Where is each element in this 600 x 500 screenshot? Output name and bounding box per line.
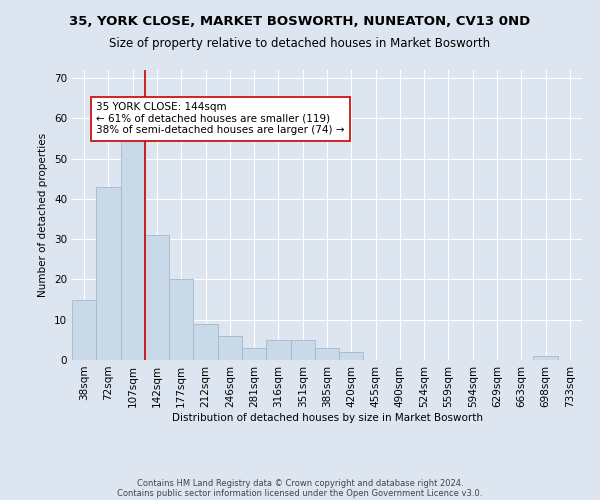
Bar — [533, 356, 558, 360]
Y-axis label: Number of detached properties: Number of detached properties — [38, 133, 49, 297]
Bar — [96, 187, 121, 360]
Text: 35, YORK CLOSE, MARKET BOSWORTH, NUNEATON, CV13 0ND: 35, YORK CLOSE, MARKET BOSWORTH, NUNEATO… — [70, 15, 530, 28]
Bar — [315, 348, 339, 360]
Bar — [169, 280, 193, 360]
Bar — [266, 340, 290, 360]
Bar — [193, 324, 218, 360]
Bar — [121, 126, 145, 360]
Bar — [145, 235, 169, 360]
Bar — [218, 336, 242, 360]
Bar — [290, 340, 315, 360]
Bar — [242, 348, 266, 360]
Text: 35 YORK CLOSE: 144sqm
← 61% of detached houses are smaller (119)
38% of semi-det: 35 YORK CLOSE: 144sqm ← 61% of detached … — [96, 102, 345, 136]
X-axis label: Distribution of detached houses by size in Market Bosworth: Distribution of detached houses by size … — [172, 412, 482, 422]
Text: Size of property relative to detached houses in Market Bosworth: Size of property relative to detached ho… — [109, 38, 491, 51]
Text: Contains HM Land Registry data © Crown copyright and database right 2024.: Contains HM Land Registry data © Crown c… — [137, 478, 463, 488]
Bar — [72, 300, 96, 360]
Text: Contains public sector information licensed under the Open Government Licence v3: Contains public sector information licen… — [118, 488, 482, 498]
Bar — [339, 352, 364, 360]
